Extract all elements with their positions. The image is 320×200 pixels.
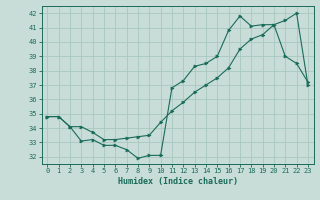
X-axis label: Humidex (Indice chaleur): Humidex (Indice chaleur) (118, 177, 237, 186)
